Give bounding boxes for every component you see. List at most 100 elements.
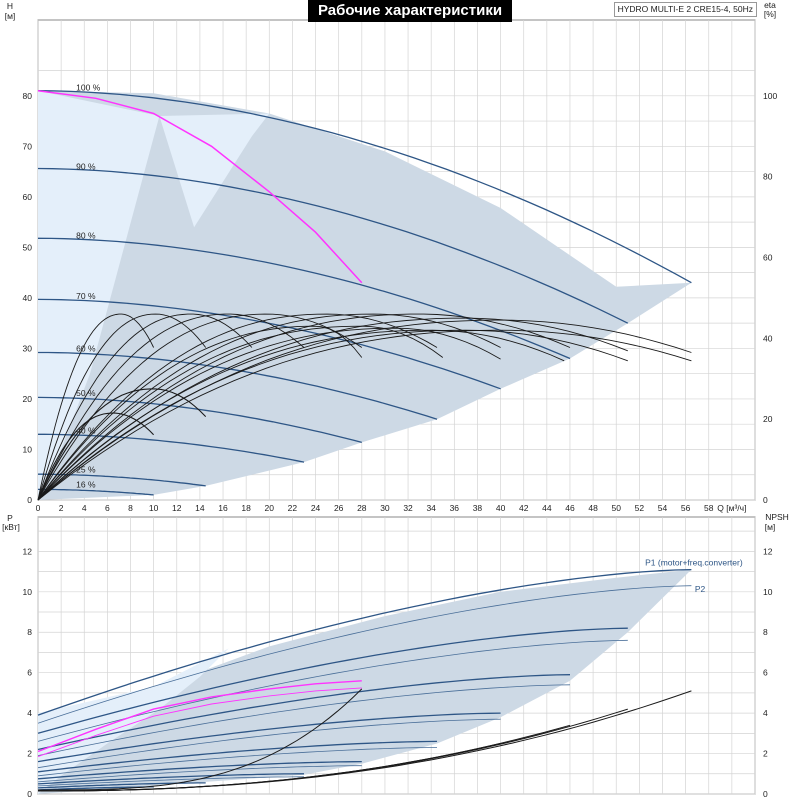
x-tick-label: 46 <box>565 503 575 513</box>
x-tick-label: 56 <box>681 503 691 513</box>
y-axis-label: H <box>7 1 13 11</box>
power-curve <box>37 760 362 780</box>
eta-tick-label: 0 <box>763 495 768 505</box>
highlight-power-p2 <box>37 687 362 758</box>
npsh-tick-label: 8 <box>763 627 768 637</box>
x-tick-label: 18 <box>241 503 251 513</box>
efficiency-curve <box>37 329 692 501</box>
eta-tick-label: 40 <box>763 333 773 343</box>
p-tick-label: 10 <box>23 587 33 597</box>
power-curve <box>37 747 438 777</box>
x-tick-label: 54 <box>658 503 668 513</box>
npsh-tick-label: 12 <box>763 546 773 556</box>
efficiency-curve <box>37 313 571 501</box>
npsh-curves <box>37 688 692 792</box>
efficiency-curve <box>37 325 444 501</box>
efficiency-curve <box>37 388 207 501</box>
y-tick-label: 20 <box>23 394 33 404</box>
speed-curve <box>38 488 154 496</box>
p-axis-label: P <box>7 513 13 523</box>
speed-curve <box>37 90 692 284</box>
speed-label: 60 % <box>76 343 96 353</box>
power-curve <box>37 627 628 734</box>
power-curve <box>37 674 571 751</box>
power-curve <box>37 568 692 716</box>
speed-label: 25 % <box>76 465 96 475</box>
p-tick-label: 2 <box>27 749 32 759</box>
power-curve <box>37 740 438 773</box>
y-tick-label: 0 <box>27 495 32 505</box>
x-tick-label: 10 <box>149 503 159 513</box>
efficiency-curve <box>37 313 253 501</box>
speed-curve <box>37 237 571 360</box>
highlight-power-p1 <box>37 680 362 753</box>
power-curve <box>37 773 304 785</box>
eta-axis-label: eta <box>764 0 776 10</box>
power-series-labels: P1 (motor+freq.converter) P2 <box>645 558 743 594</box>
power-curve <box>37 585 692 724</box>
speed-label: 50 % <box>76 388 96 398</box>
npsh-tick-label: 4 <box>763 708 768 718</box>
x-tick-label: 38 <box>473 503 483 513</box>
speed-label: 40 % <box>76 425 96 435</box>
x-tick-label: 4 <box>82 503 87 513</box>
p-tick-label: 12 <box>23 546 33 556</box>
npsh-tick-label: 6 <box>763 668 768 678</box>
x-tick-label: 58 <box>704 503 714 513</box>
y-tick-label: 30 <box>23 343 33 353</box>
x-tick-label: 32 <box>403 503 413 513</box>
speed-label: 100 % <box>76 83 101 93</box>
npsh-tick-label: 10 <box>763 587 773 597</box>
eta-tick-label: 80 <box>763 172 773 182</box>
power-curves <box>37 568 692 791</box>
power-curve <box>37 765 362 783</box>
efficiency-curve <box>37 313 207 501</box>
efficiency-curve <box>37 319 692 501</box>
power-curve <box>37 786 154 791</box>
y-tick-label: 50 <box>23 242 33 252</box>
x-tick-label: 20 <box>265 503 275 513</box>
x-tick-label: 16 <box>218 503 228 513</box>
y-tick-label: 40 <box>23 293 33 303</box>
p-tick-label: 6 <box>27 668 32 678</box>
power-curve <box>37 776 304 787</box>
eta-axis-unit: [%] <box>764 9 776 19</box>
efficiency-curve <box>37 329 628 501</box>
npsh-tick-label: 2 <box>763 749 768 759</box>
y-tick-label: 60 <box>23 192 33 202</box>
power-curve <box>37 712 501 763</box>
power-curve <box>37 684 571 756</box>
efficiency-curve <box>37 329 565 501</box>
speed-labels: 100 % 90 % 80 % 70 % 60 % 50 % 40 % 25 % 16 % <box>76 83 101 490</box>
speed-label: 70 % <box>76 291 96 301</box>
x-tick-label: 8 <box>128 503 133 513</box>
speed-label: 80 % <box>76 230 96 240</box>
x-tick-label: 44 <box>542 503 552 513</box>
x-tick-label: 30 <box>380 503 390 513</box>
efficiency-curve <box>37 313 438 501</box>
x-tick-label: 40 <box>496 503 506 513</box>
x-tick-label: 14 <box>195 503 205 513</box>
speed-curves <box>37 90 692 496</box>
speed-curve <box>38 351 438 420</box>
p-axis-unit: [кВт] <box>2 522 20 532</box>
npsh-tick-label: 0 <box>763 789 768 799</box>
x-tick-label: 26 <box>334 503 344 513</box>
x-tick-label: 24 <box>311 503 321 513</box>
y-tick-label: 80 <box>23 91 33 101</box>
p-tick-label: 0 <box>27 789 32 799</box>
y-axis-unit: [м] <box>5 11 16 21</box>
series-label: P2 <box>695 584 706 594</box>
p-tick-label: 8 <box>27 627 32 637</box>
x-tick-label: 36 <box>450 503 460 513</box>
efficiency-curve <box>37 313 155 501</box>
speed-curve <box>37 167 629 324</box>
efficiency-curves <box>37 313 692 501</box>
x-tick-label: 2 <box>59 503 64 513</box>
eta-tick-label: 20 <box>763 414 773 424</box>
speed-label: 90 % <box>76 162 96 172</box>
y-tick-label: 10 <box>23 444 33 454</box>
x-axis-label: Q [м³/ч] <box>717 503 746 513</box>
